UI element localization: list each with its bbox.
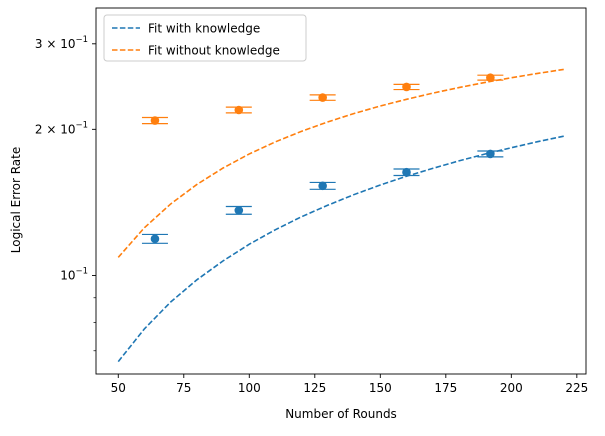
legend-entry: Fit with knowledge xyxy=(112,22,260,36)
plot-area xyxy=(117,68,564,363)
data-marker xyxy=(150,116,160,125)
x-tick-label: 125 xyxy=(303,381,326,395)
legend-label: Fit without knowledge xyxy=(148,44,280,58)
legend: Fit with knowledge Fit without knowledge xyxy=(103,14,307,62)
data-marker xyxy=(486,149,495,159)
x-tick-label: 75 xyxy=(176,381,191,395)
data-point xyxy=(225,105,252,115)
data-point xyxy=(309,93,336,102)
y-tick-label: 3 × 10−1 xyxy=(35,35,88,51)
data-marker xyxy=(150,234,160,244)
x-tick-label: 100 xyxy=(238,381,261,395)
data-point xyxy=(309,181,336,191)
legend-entry: Fit without knowledge xyxy=(112,44,280,58)
data-point xyxy=(393,167,420,177)
data-point xyxy=(393,82,420,92)
data-marker xyxy=(234,206,244,215)
x-tick-label: 175 xyxy=(434,381,457,395)
data-point xyxy=(225,205,252,215)
data-marker xyxy=(318,93,327,102)
axes-frame xyxy=(95,7,587,375)
data-marker xyxy=(402,82,411,92)
y-tick-label: 2 × 10−1 xyxy=(35,120,88,136)
data-point xyxy=(477,149,504,159)
data-point xyxy=(141,233,168,244)
x-axis-label: Number of Rounds xyxy=(285,407,397,421)
data-marker xyxy=(234,105,244,115)
data-marker xyxy=(318,181,327,191)
x-tick-label: 150 xyxy=(369,381,392,395)
x-tick-label: 225 xyxy=(565,381,588,395)
legend-label: Fit with knowledge xyxy=(148,22,260,36)
y-axis-label: Logical Error Rate xyxy=(9,147,23,253)
data-marker xyxy=(402,167,411,177)
data-marker xyxy=(486,73,495,82)
legend-box xyxy=(103,14,307,62)
x-tick-label: 50 xyxy=(111,381,126,395)
x-tick-label: 200 xyxy=(500,381,523,395)
data-point xyxy=(477,73,504,82)
data-point xyxy=(141,116,168,125)
axes: 50 75 100 125 150 175 200 225 10−1 2 × 10−1 3 × 10… xyxy=(35,7,588,395)
y-tick-label: 10−1 xyxy=(60,267,88,283)
